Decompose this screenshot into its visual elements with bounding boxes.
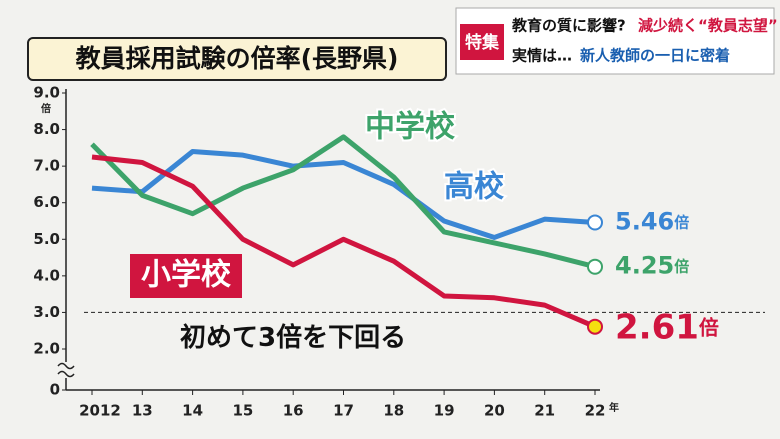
x-tick-label: 20 [484,402,505,420]
x-tick-label: 17 [333,402,354,420]
banner [455,7,775,75]
badge: 特集 [465,32,500,53]
y-tick-label: 5.0 [33,230,60,248]
y-tick-label: 3.0 [33,303,60,321]
y-tick-label: 4.0 [33,266,60,284]
value-label: 4.25倍 [615,252,689,280]
x-tick-label: 21 [534,402,555,420]
value-label-unit: 倍 [699,315,719,339]
value-label-number: 2.61 [615,307,699,347]
series-label-box [130,254,242,298]
x-tick-label: 16 [283,402,304,420]
banner-text: 実情は… [512,47,572,65]
chart-title: 教員採用試験の倍率(長野県) [76,44,399,73]
value-label-number: 4.25 [615,252,674,280]
value-label: 5.46倍 [615,207,689,235]
banner-text: 減少続く“教員志望” [638,17,778,35]
end-marker [587,258,603,275]
y-tick-label: 9.0 [33,84,60,102]
end-marker [587,214,603,231]
value-label-number: 5.46 [615,207,674,235]
y-tick-label: 8.0 [33,120,60,138]
x-tick-label: 13 [132,402,153,420]
series-label: 小学校 [141,258,231,293]
x-tick-label: 19 [434,402,455,420]
value-label-unit: 倍 [674,257,689,275]
y-unit: 倍 [41,102,51,115]
y-tick-label: 2.0 [33,340,60,358]
y-tick-label: 0 [50,381,60,399]
series-label: 高校 [444,170,504,205]
series-label: 中学校 [365,110,455,145]
x-tick-label: 18 [383,402,404,420]
y-tick-label: 6.0 [33,193,60,211]
title-box [27,37,447,81]
line [91,149,596,240]
annotation: 初めて3倍を下回る [180,322,406,353]
x-unit: 年 [609,401,619,414]
x-tick-label: 14 [182,402,203,420]
value-label-unit: 倍 [674,213,689,231]
line [91,154,596,329]
line [90,134,596,270]
x-tick-label: 22 [585,402,606,420]
banner-text: 新人教師の一日に密着 [580,47,730,65]
x-tick-label: 15 [232,402,253,420]
x-tick-label: 2012 [79,402,121,420]
end-marker [587,318,603,335]
banner-text: 教育の質に影響? [511,17,626,35]
value-label: 2.61倍 [615,307,719,347]
y-tick-label: 7.0 [33,157,60,175]
badge-box [460,24,504,60]
axis-break [57,362,75,378]
